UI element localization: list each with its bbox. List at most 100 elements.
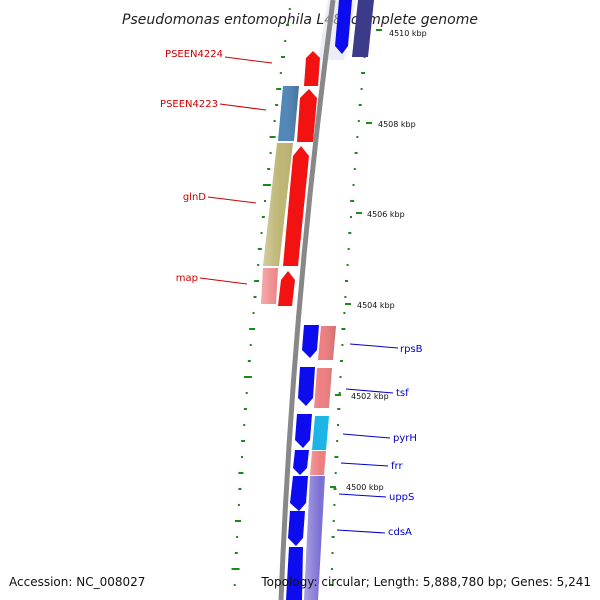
gc-tick xyxy=(333,488,337,490)
gc-tick xyxy=(341,328,346,330)
gc-ticks-right xyxy=(329,8,371,586)
gene-arrow-rpsB xyxy=(302,325,319,358)
gene-arrow-pyrH xyxy=(295,414,312,448)
gene-label-glnD: glnD xyxy=(183,192,206,203)
gc-ticks-left xyxy=(231,8,291,586)
gene-label-PSEEN4223: PSEEN4223 xyxy=(160,99,218,110)
gene-label-frr: frr xyxy=(391,461,403,472)
gc-tick xyxy=(264,200,266,202)
gc-tick xyxy=(267,168,271,170)
accession-label: Accession: NC_008027 xyxy=(9,575,145,589)
gc-tick xyxy=(284,40,287,42)
gc-tick xyxy=(334,472,337,474)
gene-arrow-glnD xyxy=(283,146,309,266)
gc-tick xyxy=(238,488,242,490)
gc-tick xyxy=(358,104,362,106)
gc-tick xyxy=(247,360,251,362)
top-gene-features xyxy=(335,0,374,57)
gc-tick xyxy=(231,568,240,570)
gc-tick xyxy=(257,248,262,250)
gc-tick xyxy=(261,216,265,218)
gc-tick xyxy=(236,536,239,538)
cog-box-pyrH xyxy=(312,416,329,450)
map-title: Pseudomonas entomophila L48, complete ge… xyxy=(122,12,478,28)
gene-arrow-cdsA xyxy=(288,511,305,546)
gc-tick xyxy=(347,248,350,250)
gc-tick xyxy=(241,456,243,458)
gc-tick xyxy=(332,520,335,522)
gc-tick xyxy=(339,376,342,378)
gc-tick xyxy=(243,408,247,410)
gene-label-rpsB: rpsB xyxy=(400,344,423,355)
gene-arrow-map xyxy=(278,271,295,306)
gene-label-map: map xyxy=(176,273,198,284)
gc-tick xyxy=(337,408,341,410)
kbp-ticks xyxy=(330,29,382,488)
gc-tick xyxy=(249,344,252,346)
gc-tick xyxy=(350,200,355,202)
gc-tick xyxy=(333,504,336,506)
gene-arrow-uppS xyxy=(290,476,308,511)
gene-label-uppS: uppS xyxy=(389,492,414,503)
gc-tick xyxy=(237,504,240,506)
gc-tick xyxy=(234,552,238,554)
gc-tick xyxy=(257,264,260,266)
gene-arrow-PSEEN4224 xyxy=(304,51,320,86)
gc-tick xyxy=(354,152,358,154)
gc-tick xyxy=(336,440,339,442)
left-gene-labels: PSEEN4224 PSEEN4223 glnD map xyxy=(160,49,273,285)
gc-tick xyxy=(329,584,334,586)
gc-tick xyxy=(281,56,285,58)
gc-tick xyxy=(343,312,346,314)
gc-tick xyxy=(276,88,282,90)
right-gene-labels: rpsB tsf pyrH frr uppS cdsA xyxy=(336,343,423,538)
gene-arrow-top-blue xyxy=(335,0,352,54)
gc-tick xyxy=(356,136,359,138)
gene-arrow-PSEEN4223 xyxy=(297,89,317,142)
gc-tick xyxy=(243,424,246,426)
gc-tick xyxy=(346,264,349,266)
gc-tick xyxy=(243,376,252,378)
gc-tick xyxy=(275,104,279,106)
genome-backbone xyxy=(278,0,336,600)
gc-tick xyxy=(241,440,246,442)
kbp-label-4500: 4500 kbp xyxy=(346,483,384,492)
gc-tick xyxy=(331,536,335,538)
gc-tick xyxy=(235,520,241,522)
gc-tick xyxy=(353,168,356,170)
gene-label-cdsA: cdsA xyxy=(388,527,412,538)
gc-tick xyxy=(331,568,333,570)
gc-tick xyxy=(254,280,260,282)
gc-tick xyxy=(260,232,263,234)
gc-tick xyxy=(334,456,339,458)
gene-label-tsf: tsf xyxy=(396,388,409,399)
gc-tick xyxy=(348,232,352,234)
gc-tick xyxy=(233,584,236,586)
gc-tick xyxy=(269,136,276,138)
kbp-label-4502: 4502 kbp xyxy=(351,392,389,401)
gc-tick xyxy=(357,120,360,122)
gene-label-pyrH: pyrH xyxy=(393,433,417,444)
gc-tick xyxy=(273,120,276,122)
gc-tick xyxy=(249,328,256,330)
gc-tick xyxy=(337,424,339,426)
gc-tick xyxy=(253,296,257,298)
gc-tick xyxy=(345,280,348,282)
gc-tick xyxy=(279,72,282,74)
gc-tick xyxy=(252,312,255,314)
gc-tick xyxy=(331,552,334,554)
gc-tick xyxy=(288,8,291,10)
cog-box-top-slate xyxy=(352,0,374,57)
gene-arrow-frr xyxy=(293,450,309,475)
left-gene-features xyxy=(261,51,320,306)
gc-tick xyxy=(341,344,344,346)
gc-tick xyxy=(262,184,271,186)
gc-tick xyxy=(361,72,366,74)
kbp-label-4510: 4510 kbp xyxy=(389,29,427,38)
gc-tick xyxy=(340,360,343,362)
gc-tick xyxy=(286,24,289,26)
topology-label: Topology: circular; Length: 5,888,780 bp… xyxy=(260,575,591,589)
kbp-label-4508: 4508 kbp xyxy=(378,120,416,129)
gc-tick xyxy=(344,296,347,298)
